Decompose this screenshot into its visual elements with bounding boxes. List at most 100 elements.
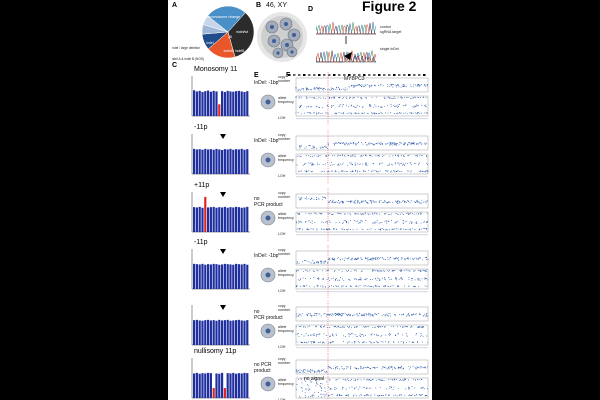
panel-label-d: D [308, 6, 314, 13]
cn-axis-label: copy number [278, 248, 291, 256]
karyotype-bar [195, 264, 198, 289]
karyotype-bar [221, 150, 224, 174]
karyotype-bar [193, 90, 196, 116]
pie-label-indel: indel [206, 41, 213, 45]
karyotype-bar [243, 92, 246, 116]
row-title: +11p [194, 182, 210, 189]
karyotype-bar [232, 320, 235, 345]
karyotype-bar [193, 320, 196, 345]
karyotype-bar [193, 148, 196, 174]
karyotype-bar [223, 388, 226, 398]
karyotype-bar-chart [191, 249, 250, 290]
row-result-label-1: InDel: -1bp [254, 138, 279, 144]
cell-icon [260, 152, 276, 168]
pie-label-wt: indel/wt [236, 30, 248, 34]
row-result-label-2: no [254, 196, 260, 202]
loh-axis-label: LOH [278, 289, 286, 293]
karyotype-bar [226, 373, 229, 398]
karyotype-bar [218, 207, 221, 232]
pie-outside-label-2: indel A & indel B (NGS) [172, 57, 204, 61]
rows-container: Monosomy 11 InDel: -1bp copy number allele … [168, 0, 432, 400]
cn-af-track [288, 72, 429, 126]
gene-label: MYBPC3 [344, 76, 365, 82]
karyotype-bar [193, 207, 196, 232]
chromatogram-arrowhead [344, 52, 352, 60]
karyotype-bar [207, 319, 210, 345]
karyotype-bar [198, 90, 201, 116]
karyotype-bar [218, 373, 221, 398]
row-result-label-2: no [254, 309, 260, 315]
row-result-label-1: PCR product [254, 315, 283, 321]
karyotype-bar [226, 207, 229, 232]
karyotype-bar [195, 91, 198, 116]
panel-label-e: E [254, 72, 259, 79]
karyotype-bar [221, 207, 224, 232]
karyotype-bar-chart [191, 134, 250, 175]
cn-box [295, 193, 429, 209]
pie-center-label: 26 [228, 35, 232, 39]
loh-axis-label: LOH [278, 232, 286, 236]
panel-label-b: B [256, 2, 262, 9]
karyotype-bar [246, 206, 249, 232]
bar-arrow-marker [220, 305, 226, 310]
karyotype-bar [201, 320, 204, 345]
karyotype-bar [235, 91, 238, 116]
cn-af-track [295, 354, 429, 400]
karyotype-bar-chart [191, 358, 250, 399]
karyotype-bar [237, 90, 240, 116]
af-box [295, 153, 429, 175]
karyotype-bar-chart [191, 76, 250, 117]
karyotype-bar [246, 149, 249, 174]
karyotype-bar [212, 90, 215, 116]
karyotype-bar [243, 149, 246, 174]
karyotype-bar [201, 149, 204, 174]
karyotype-bar [215, 148, 218, 174]
karyotype-bar [226, 90, 229, 116]
af-axis-label: allele frequency [278, 96, 294, 104]
karyotype-bar [223, 263, 226, 289]
karyotype-bar [215, 373, 218, 398]
karyotype-bar [237, 207, 240, 232]
row-result-label: InDel: -1bp [254, 80, 278, 86]
cn-axis-label: copy number [278, 133, 291, 141]
karyotype-bar [209, 91, 212, 116]
loh-axis-label: LOH [278, 398, 286, 400]
karyotype-bar-chart [191, 305, 250, 346]
karyotype-bar [246, 264, 249, 289]
cell-icon [260, 323, 276, 339]
karyotype-bar [215, 320, 218, 345]
karyotype-bar [198, 264, 201, 289]
row-result-label-1: PCR product [254, 202, 283, 208]
row-result-label: InDel: -1bp [254, 138, 278, 144]
af-axis-label: allele frequency [278, 154, 294, 162]
af-box [295, 268, 429, 290]
panel-label-a: A [172, 2, 178, 9]
karyotype-bar [215, 91, 218, 116]
af-box [295, 95, 429, 117]
karyotype-bar [215, 207, 218, 232]
karyotype-bar [193, 263, 196, 289]
karyotype-bar [221, 91, 224, 116]
karyotype-bar [229, 373, 232, 398]
karyotype-bar [246, 320, 249, 345]
karyotype-bar [201, 92, 204, 116]
karyotype-bar [223, 149, 226, 174]
karyotype-bar [243, 207, 246, 232]
loh-axis-label: LOH [278, 116, 286, 120]
karyotype-bar [246, 373, 249, 398]
cell-icon [260, 376, 276, 392]
karyotype-bar [223, 206, 226, 232]
karyotype-bar [201, 207, 204, 232]
chromatogram-label-single: single InDel [380, 47, 399, 51]
karyotype-bar [212, 263, 215, 289]
karyotype-bar [209, 320, 212, 345]
loh-axis-label: LOH [278, 345, 286, 349]
row-title: -11p [194, 124, 208, 131]
row-result-label-2: no PCR [254, 362, 272, 368]
af-axis-label: allele frequency [278, 269, 294, 277]
karyotype-bar [193, 373, 196, 398]
karyotype-bar [212, 206, 215, 232]
cn-axis-label: copy number [278, 75, 291, 83]
karyotype-bar [240, 373, 243, 398]
karyotype-bar [209, 207, 212, 232]
